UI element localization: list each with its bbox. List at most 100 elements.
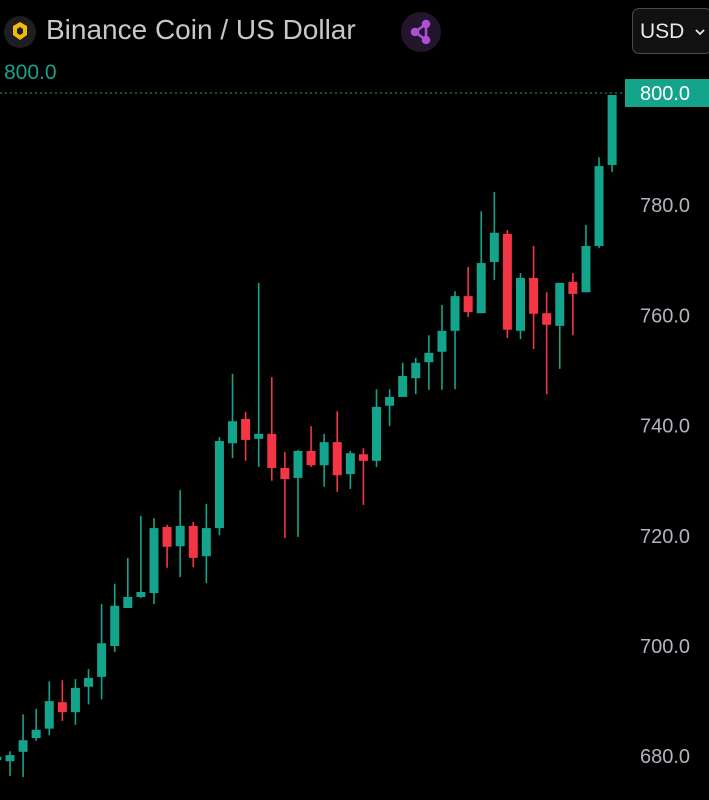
candle-body [385, 396, 395, 406]
candle [0, 756, 2, 761]
share-icon [410, 19, 431, 45]
candle [136, 515, 146, 599]
candle-body [254, 433, 264, 439]
symbol-title: Binance Coin / US Dollar [46, 14, 356, 45]
candle [214, 437, 224, 536]
candle [319, 433, 329, 487]
candle [18, 714, 28, 778]
candle-body [188, 525, 198, 558]
candle [293, 449, 303, 537]
candle-body [542, 313, 552, 325]
candle-body [516, 277, 525, 331]
candle [489, 191, 499, 281]
candle [188, 522, 198, 568]
candles-layer [0, 95, 617, 778]
candle [529, 245, 539, 350]
y-tick-label: 720.0 [640, 526, 690, 548]
candle-body [280, 468, 290, 480]
candle [57, 680, 67, 721]
candle-body [31, 729, 41, 739]
candle [516, 272, 525, 340]
candle [345, 450, 355, 489]
candle-body [411, 362, 421, 379]
candle [149, 518, 159, 605]
candle-body [450, 296, 460, 331]
candle-body [136, 592, 146, 597]
last-price: 800.0 [4, 61, 57, 84]
candle [476, 211, 486, 314]
y-tick-label: 760.0 [640, 305, 690, 327]
candle [306, 426, 316, 467]
candle-body [293, 450, 303, 478]
candle [502, 229, 512, 338]
share-button[interactable] [401, 12, 441, 52]
candle-body [398, 376, 408, 397]
bnb-coin-icon [4, 16, 36, 48]
candle-body [306, 450, 316, 466]
candle [555, 282, 565, 369]
candle [358, 448, 368, 505]
candle [31, 708, 41, 741]
candle [241, 411, 251, 461]
candle [97, 604, 107, 700]
candle [437, 304, 447, 390]
candle-body [345, 453, 355, 475]
current-price-badge-label: 800.0 [640, 83, 690, 105]
candle-body [241, 418, 251, 440]
candle [280, 452, 290, 539]
candle [542, 292, 552, 395]
candle-body [358, 454, 368, 461]
y-tick-label: 780.0 [640, 195, 690, 217]
candle [123, 557, 133, 608]
candle-body [214, 441, 224, 529]
current-price-badge: 800.0 [625, 79, 709, 107]
candle-body [332, 442, 342, 476]
currency-select[interactable]: USD [632, 8, 709, 54]
candle [385, 389, 395, 427]
candle [70, 679, 80, 725]
candle [84, 669, 94, 705]
candle-body [70, 687, 80, 713]
candle [201, 503, 211, 584]
candle-body [319, 442, 329, 466]
candle-body [44, 701, 54, 729]
candle-body [437, 330, 447, 352]
y-tick-label: 680.0 [640, 746, 690, 768]
candle-body [175, 525, 185, 547]
candle [267, 377, 277, 481]
candle-body [149, 528, 159, 594]
candle-body [529, 277, 539, 314]
candle-body [581, 245, 591, 293]
candle [594, 157, 604, 249]
candle-body [463, 296, 473, 313]
candle [5, 751, 15, 777]
price-axis[interactable]: 680.0 700.0 720.0 740.0 760.0 780.0 [640, 195, 690, 768]
candle-body [607, 95, 617, 165]
chart-header: Binance Coin / US Dollar USD [0, 0, 709, 60]
candle [424, 335, 434, 390]
y-tick-label: 740.0 [640, 416, 690, 438]
candle [568, 272, 578, 336]
candle-body [502, 233, 512, 330]
candle-body [267, 433, 277, 469]
candle-body [594, 166, 604, 246]
candle [450, 291, 460, 390]
candle-body [0, 756, 2, 761]
candle-body [18, 740, 28, 752]
candle [411, 357, 421, 395]
candle-body [123, 596, 133, 608]
chevron-down-icon [695, 29, 705, 36]
candle [162, 524, 172, 568]
candle-body [162, 526, 172, 547]
y-tick-label: 700.0 [640, 636, 690, 658]
candle [398, 362, 408, 397]
candle [110, 583, 120, 653]
candle-body [57, 702, 67, 713]
candle-body [228, 421, 238, 444]
candle [372, 389, 382, 467]
candle-body [201, 528, 211, 557]
candle-body [555, 282, 565, 326]
candle-body [372, 406, 382, 461]
candle-body [110, 605, 120, 646]
